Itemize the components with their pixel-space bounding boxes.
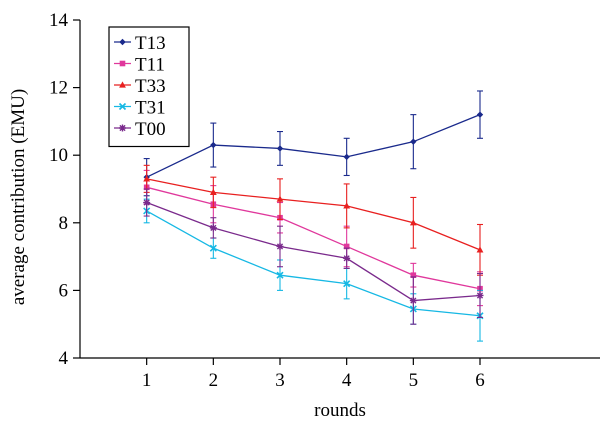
- data-point: [476, 291, 484, 299]
- data-point: [119, 60, 126, 67]
- y-tick-label: 4: [59, 348, 69, 369]
- y-tick-label: 6: [59, 280, 69, 301]
- x-ticks: 1 2 3 4 5 6: [142, 358, 485, 391]
- series-t33: [143, 164, 484, 276]
- data-point: [276, 271, 284, 279]
- data-point: [276, 242, 284, 250]
- data-point: [118, 102, 127, 111]
- y-tick-label: 8: [59, 213, 69, 234]
- data-point: [343, 280, 351, 288]
- x-tick-label: 6: [475, 370, 485, 391]
- data-point: [209, 224, 217, 232]
- data-point: [276, 195, 284, 202]
- data-point: [119, 124, 126, 132]
- series-line: [146, 178, 481, 251]
- data-point: [343, 254, 351, 262]
- data-point: [410, 272, 417, 278]
- legend-label: T33: [135, 76, 166, 97]
- data-point: [409, 297, 417, 305]
- data-point: [210, 141, 217, 149]
- series-line: [146, 186, 481, 290]
- series-line: [146, 114, 481, 178]
- legend-item-t00: T00: [114, 119, 166, 140]
- x-tick-label: 3: [275, 370, 285, 391]
- data-point: [143, 175, 151, 182]
- axes: [79, 20, 600, 359]
- legend-label: T13: [135, 33, 166, 54]
- series-layer: [143, 90, 484, 342]
- data-point: [276, 145, 284, 152]
- legend-item-t11: T11: [114, 55, 165, 76]
- data-point: [343, 202, 351, 209]
- data-point: [476, 111, 484, 118]
- y-axis-title: average contribution (EMU): [8, 89, 29, 305]
- legend-item-t33: T33: [114, 76, 166, 97]
- data-point: [143, 199, 151, 207]
- series-line: [146, 210, 481, 317]
- y-tick-label: 14: [49, 10, 69, 31]
- y-ticks: 4 6 8 10 12 14: [49, 10, 80, 369]
- x-tick-label: 5: [409, 370, 419, 391]
- x-tick-label: 1: [142, 370, 152, 391]
- legend-item-t13: T13: [114, 33, 166, 54]
- y-tick-label: 10: [49, 145, 68, 166]
- data-point: [119, 81, 126, 88]
- data-point: [209, 244, 217, 252]
- data-point: [409, 219, 417, 226]
- legend-label: T31: [135, 98, 166, 119]
- series-line: [146, 201, 481, 302]
- data-point: [209, 188, 217, 195]
- data-point: [343, 153, 350, 161]
- x-axis-title: rounds: [314, 400, 366, 421]
- data-point: [119, 38, 126, 46]
- legend-item-t31: T31: [114, 98, 166, 119]
- x-tick-label: 2: [209, 370, 219, 391]
- data-point: [410, 138, 417, 145]
- data-point: [476, 246, 484, 253]
- legend-label: T11: [135, 55, 165, 76]
- series-t13: [143, 90, 484, 197]
- data-point: [343, 243, 350, 250]
- x-tick-label: 4: [342, 370, 352, 391]
- series-t00: [143, 188, 484, 325]
- legend-label: T00: [135, 119, 166, 140]
- y-tick-label: 12: [49, 78, 68, 99]
